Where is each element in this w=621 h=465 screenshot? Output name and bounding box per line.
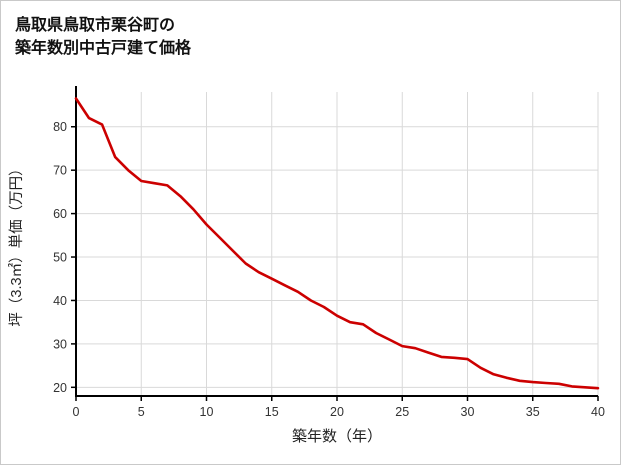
chart-svg: 0 5 10 15 20 25 30 35 40 20 30 40 50 60 70 80 築年数（年） 坪（3.… <box>8 86 605 445</box>
x-tick-label: 40 <box>591 405 605 419</box>
chart-title: 鳥取県鳥取市栗谷町の 築年数別中古戸建て価格 <box>1 1 620 78</box>
x-tick-label: 30 <box>461 405 475 419</box>
y-tick-label: 60 <box>53 207 67 221</box>
x-tick-label: 20 <box>330 405 344 419</box>
chart-title-line1: 鳥取県鳥取市栗谷町の <box>15 17 176 34</box>
y-tick-label: 70 <box>53 164 67 178</box>
y-axis-label: 坪（3.3㎡）単価（万円） <box>8 161 25 326</box>
y-tick-label: 80 <box>53 120 67 134</box>
x-tick-label: 25 <box>395 405 409 419</box>
y-tick-label: 50 <box>53 251 67 265</box>
x-tick-label: 10 <box>200 405 214 419</box>
y-tick-label: 40 <box>53 294 67 308</box>
x-tick-label: 35 <box>526 405 540 419</box>
x-axis-label: 築年数（年） <box>292 427 382 445</box>
chart-title-line2: 築年数別中古戸建て価格 <box>15 40 192 58</box>
price-line-series <box>74 97 600 390</box>
x-tick-label: 5 <box>138 405 145 419</box>
y-tick-label: 20 <box>53 381 67 395</box>
x-tick-label: 0 <box>73 405 80 419</box>
y-tick-label: 30 <box>53 337 67 351</box>
price-by-age-line-chart: 0 5 10 15 20 25 30 35 40 20 30 40 50 60 70 80 築年数（年） 坪（3.… <box>1 78 620 464</box>
x-tick-label: 15 <box>265 405 279 419</box>
